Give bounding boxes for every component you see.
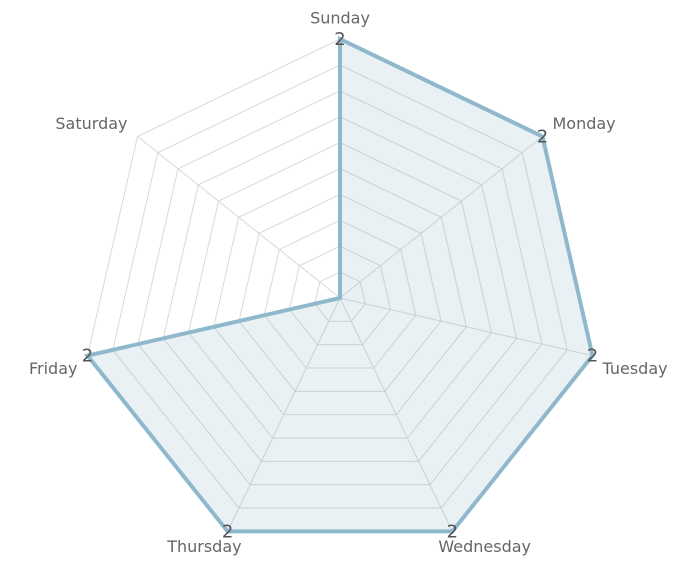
axis-label: Wednesday — [438, 537, 531, 556]
grid-ring — [137, 90, 543, 486]
grid-ring — [112, 64, 568, 509]
value-label: 2 — [447, 521, 458, 542]
spoke — [137, 136, 341, 299]
value-label: 2 — [222, 521, 233, 542]
axis-label: Sunday — [310, 9, 370, 28]
spoke — [339, 297, 593, 357]
grid-ring — [238, 193, 442, 392]
axis-label: Thursday — [166, 537, 241, 556]
grid-ring — [314, 271, 366, 322]
grid-ring — [263, 219, 417, 369]
grid-ring — [162, 116, 518, 462]
axis-label: Saturday — [55, 114, 127, 133]
value-label: 2 — [334, 29, 345, 50]
axis-label: Tuesday — [602, 359, 668, 378]
axis-label: Monday — [552, 114, 615, 133]
grid-ring — [213, 167, 467, 416]
grid-ring — [288, 245, 392, 346]
spoke — [339, 297, 453, 532]
value-label: 2 — [587, 346, 598, 367]
grid-ring — [187, 142, 493, 439]
axis-label: Friday — [29, 359, 78, 378]
value-label: 2 — [82, 346, 93, 367]
radar-area — [83, 35, 595, 534]
spoke — [227, 297, 341, 532]
value-label: 2 — [537, 127, 548, 148]
spoke — [339, 136, 543, 299]
